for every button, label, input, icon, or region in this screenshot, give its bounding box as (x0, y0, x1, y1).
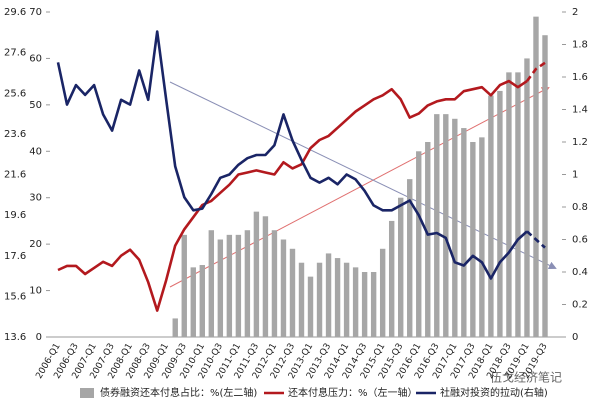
bar (379, 248, 386, 337)
bar (343, 262, 350, 337)
y-tick-label: 23.6 (4, 129, 26, 140)
bar (452, 118, 458, 338)
bar (434, 114, 440, 338)
bar (262, 216, 269, 337)
y-tick-label: 0 (36, 332, 42, 343)
line (56, 30, 528, 280)
y-tick-label: 21.6 (4, 170, 26, 181)
y-tick-label: 1.8 (572, 40, 588, 51)
y-tick-label: 0.6 (572, 235, 588, 246)
bar (172, 318, 178, 337)
y-tick-label: 0.2 (572, 300, 588, 311)
bar (289, 248, 296, 337)
bar (181, 234, 187, 337)
y-tick-label: 70 (29, 7, 42, 18)
y-tick-label: 60 (29, 53, 42, 64)
bar (416, 151, 422, 337)
bar (334, 258, 341, 337)
y-tick-label: 50 (29, 100, 42, 111)
bar (524, 58, 530, 338)
bar (253, 211, 260, 337)
bar (316, 262, 323, 337)
bar (479, 137, 485, 337)
y-tick-label: 25.6 (4, 88, 26, 99)
bar (352, 267, 359, 337)
y-tick-label: 1 (572, 170, 578, 181)
watermark: 伍戈经济笔记 (490, 370, 562, 385)
y-tick-label: 0.4 (572, 267, 588, 278)
legend-label: 还本付息压力：%（左一轴） (288, 386, 418, 399)
y-tick-label: 15.6 (4, 291, 26, 302)
bar (190, 267, 196, 337)
bar (542, 35, 548, 337)
bar (217, 239, 224, 337)
bar (199, 265, 205, 337)
bar (208, 230, 215, 337)
y-tick-label: 0 (572, 332, 578, 343)
bar (488, 95, 494, 337)
y-tick-label: 30 (29, 193, 42, 204)
bar (533, 16, 539, 338)
bar (325, 253, 332, 337)
legend-label: 社融对投资的拉动(右轴) (440, 386, 548, 399)
bar (298, 262, 305, 337)
y-tick-label: 29.6 (4, 7, 26, 18)
y-tick-label: 1.4 (572, 105, 588, 116)
bar (370, 272, 377, 337)
bar (443, 114, 449, 338)
y-tick-label: 2 (572, 7, 578, 18)
y-tick-label: 27.6 (4, 48, 26, 59)
bar (307, 276, 314, 337)
bar (271, 230, 278, 337)
bar (470, 142, 476, 337)
bar (515, 72, 521, 337)
bar (361, 272, 368, 337)
bar (497, 90, 503, 337)
bar (506, 72, 512, 337)
bar (226, 234, 233, 337)
legend-label: 债券融资还本付息占比：%(左二轴) (100, 386, 257, 399)
line (526, 230, 546, 249)
bar (407, 179, 413, 337)
bar (280, 239, 287, 337)
y-tick-label: 0.8 (572, 202, 588, 213)
y-tick-label: 40 (29, 146, 42, 157)
bar (235, 234, 242, 337)
bar (425, 142, 431, 337)
y-tick-label: 20 (29, 239, 42, 250)
bar (244, 230, 251, 337)
line (57, 79, 528, 312)
y-tick-label: 17.6 (4, 251, 26, 262)
y-tick-label: 13.6 (4, 332, 26, 343)
trend-arrow (169, 87, 550, 288)
bar (398, 197, 404, 337)
line (525, 61, 546, 82)
legend-swatch (80, 388, 94, 398)
y-tick-label: 10 (29, 286, 42, 297)
y-tick-label: 1.2 (572, 137, 588, 148)
bar (388, 220, 395, 337)
bar (461, 128, 467, 337)
y-tick-label: 1.6 (572, 72, 588, 83)
y-tick-label: 19.6 (4, 210, 26, 221)
